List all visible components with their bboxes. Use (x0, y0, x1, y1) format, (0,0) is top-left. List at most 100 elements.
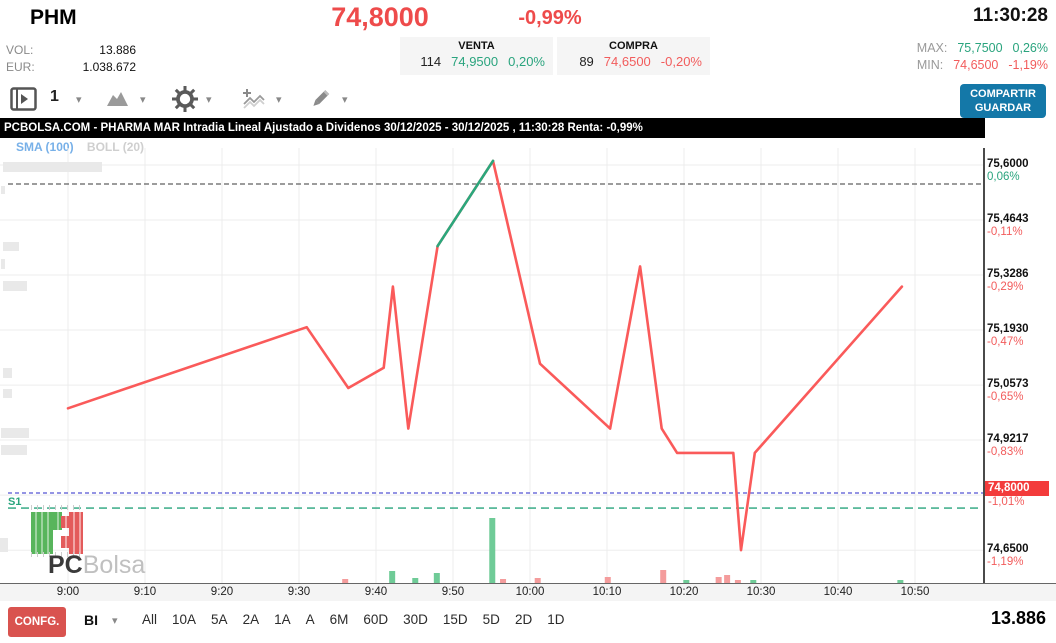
eur-value: 1.038.672 (82, 60, 136, 74)
y-axis[interactable]: 75,6000 0,06% 75,4643 -0,11% 75,3286 -0,29% 75… (987, 0, 1055, 600)
range-button-1d[interactable]: 1D (547, 612, 565, 627)
y-axis-label: 74,6500 -1,19% (987, 543, 1029, 569)
price-line-up-segment (436, 159, 495, 248)
legend-boll[interactable]: BOLL (20) (86, 140, 145, 154)
y-axis-label: 75,4643 -0,11% (987, 213, 1029, 239)
redacted-annotation (1, 186, 5, 194)
chart-title-bar: PCBOLSA.COM - PHARMA MAR Intradia Lineal… (0, 118, 985, 138)
chart-type-caret-icon[interactable]: ▾ (140, 94, 146, 106)
venta-qty: 114 (420, 54, 442, 69)
range-button-10a[interactable]: 10A (172, 612, 197, 627)
compartir-guardar-button[interactable]: COMPARTIR GUARDAR (960, 84, 1046, 118)
badge-pct: -1,01% (988, 496, 1025, 509)
y-axis-price: 74,6500 (987, 543, 1029, 556)
x-axis-tick: 10:40 (823, 586, 853, 598)
max-row: MAX: 75,7500 0,26% (917, 41, 1048, 58)
eur-label: EUR: (6, 60, 35, 74)
legend-sma[interactable]: SMA (100) (16, 140, 74, 154)
redacted-annotation (3, 162, 102, 172)
logo-green-bar (31, 512, 53, 554)
max-label: MAX: (916, 41, 948, 55)
y-axis-label: 75,0573 -0,65% (987, 378, 1029, 404)
range-button-1a[interactable]: 1A (274, 612, 291, 627)
range-button-60d[interactable]: 60D (363, 612, 389, 627)
range-button-all[interactable]: All (142, 612, 158, 627)
volume-bar (750, 580, 757, 583)
price-chart-plot[interactable] (0, 148, 985, 584)
compartir-label: COMPARTIR (970, 88, 1036, 100)
y-axis-label: 75,3286 -0,29% (987, 268, 1029, 294)
y-axis-pct: -0,11% (987, 226, 1023, 239)
range-button-6m[interactable]: 6M (329, 612, 349, 627)
range-button-2d[interactable]: 2D (514, 612, 533, 627)
volume-bar (683, 580, 690, 583)
watermark-bolsa: Bolsa (82, 551, 146, 579)
venta-pct: 0,20% (508, 54, 545, 69)
venta-price: 74,9500 (451, 54, 499, 69)
panes-caret-icon[interactable]: ▾ (76, 94, 82, 106)
range-button-5a[interactable]: 5A (211, 612, 228, 627)
redacted-annotation (3, 368, 12, 378)
compra-qty: 89 (579, 54, 594, 69)
total-volume: 13.886 (990, 608, 1046, 628)
price-line (66, 159, 904, 552)
x-axis-tick: 9:00 (56, 586, 80, 598)
logo-green-bump (53, 512, 62, 530)
volume-bar (433, 573, 440, 583)
redacted-annotation (1, 445, 27, 455)
min-price: 74,6500 (953, 58, 999, 72)
x-axis-tick: 10:10 (592, 586, 622, 598)
x-axis-tick: 9:50 (441, 586, 465, 598)
bottom-toolbar: CONFG. BI ▾ All 10A 5A 2A 1A A 6M 60D 30D 15D 5D 2D… (0, 601, 1056, 643)
x-axis[interactable]: 9:00 9:10 9:20 9:30 9:40 9:50 10:00 10:10 10:20 1… (0, 583, 1056, 601)
volume-bar (412, 578, 419, 583)
y-axis-price: 75,0573 (987, 378, 1029, 391)
y-axis-pct: -1,19% (987, 556, 1024, 569)
guardar-label: GUARDAR (974, 102, 1032, 114)
x-axis-tick: 9:20 (210, 586, 234, 598)
x-axis-tick: 9:40 (364, 586, 388, 598)
range-button-2a[interactable]: 2A (242, 612, 260, 627)
min-pct: -1,19% (1008, 58, 1048, 72)
settings-gear-icon[interactable] (172, 86, 198, 117)
confg-button[interactable]: CONFG. (8, 607, 66, 637)
compra-box: COMPRA 89 74,6500 -0,20% (557, 37, 710, 75)
panes-count[interactable]: 1 (50, 88, 59, 105)
logo-red-arm-top (61, 516, 69, 528)
panel-toggle-icon[interactable] (10, 87, 37, 116)
settings-caret-icon[interactable]: ▾ (206, 94, 212, 106)
watermark-pc: PC (48, 551, 83, 579)
max-price: 75,7500 (957, 41, 1003, 55)
y-axis-price: 75,4643 (987, 213, 1029, 226)
mode-caret-icon[interactable]: ▾ (112, 615, 118, 627)
y-axis-pct: -0,83% (987, 446, 1024, 459)
y-axis-pct: 0,06% (987, 171, 1020, 183)
y-axis-pct: -0,47% (987, 336, 1024, 349)
volume-bar (389, 571, 396, 583)
timeframe-buttons: All 10A 5A 2A 1A A 6M 60D 30D 15D 5D 2D 1D (142, 612, 564, 627)
volume-bar (715, 577, 722, 583)
y-axis-pct: -0,65% (987, 391, 1024, 404)
range-button-a[interactable]: A (305, 612, 315, 627)
venta-row: 114 74,9500 0,20% (400, 52, 553, 69)
mode-selector[interactable]: BI (84, 612, 98, 628)
current-price-badge: 74,8000 -1,01% (985, 481, 1055, 509)
x-axis-tick: 9:30 (287, 586, 311, 598)
y-axis-label: 74,9217 -0,83% (987, 433, 1029, 459)
draw-caret-icon[interactable]: ▾ (342, 94, 348, 106)
pcbolsa-watermark: PCBolsa (48, 551, 145, 580)
s1-level-label: S1 (8, 496, 22, 508)
ticker-symbol: PHM (30, 6, 77, 29)
draw-tools-icon[interactable] (308, 87, 332, 116)
add-indicator-icon[interactable] (242, 88, 266, 115)
last-price: 74,8000 (331, 2, 429, 32)
range-button-5d[interactable]: 5D (482, 612, 500, 627)
x-axis-tick: 10:30 (746, 586, 776, 598)
chart-type-icon[interactable] (106, 90, 130, 112)
range-button-30d[interactable]: 30D (403, 612, 428, 627)
range-button-15d[interactable]: 15D (442, 612, 468, 627)
indicator-caret-icon[interactable]: ▾ (276, 94, 282, 106)
y-axis-price: 75,1930 (987, 323, 1029, 336)
volume-row: VOL: 13.886 (6, 43, 136, 58)
